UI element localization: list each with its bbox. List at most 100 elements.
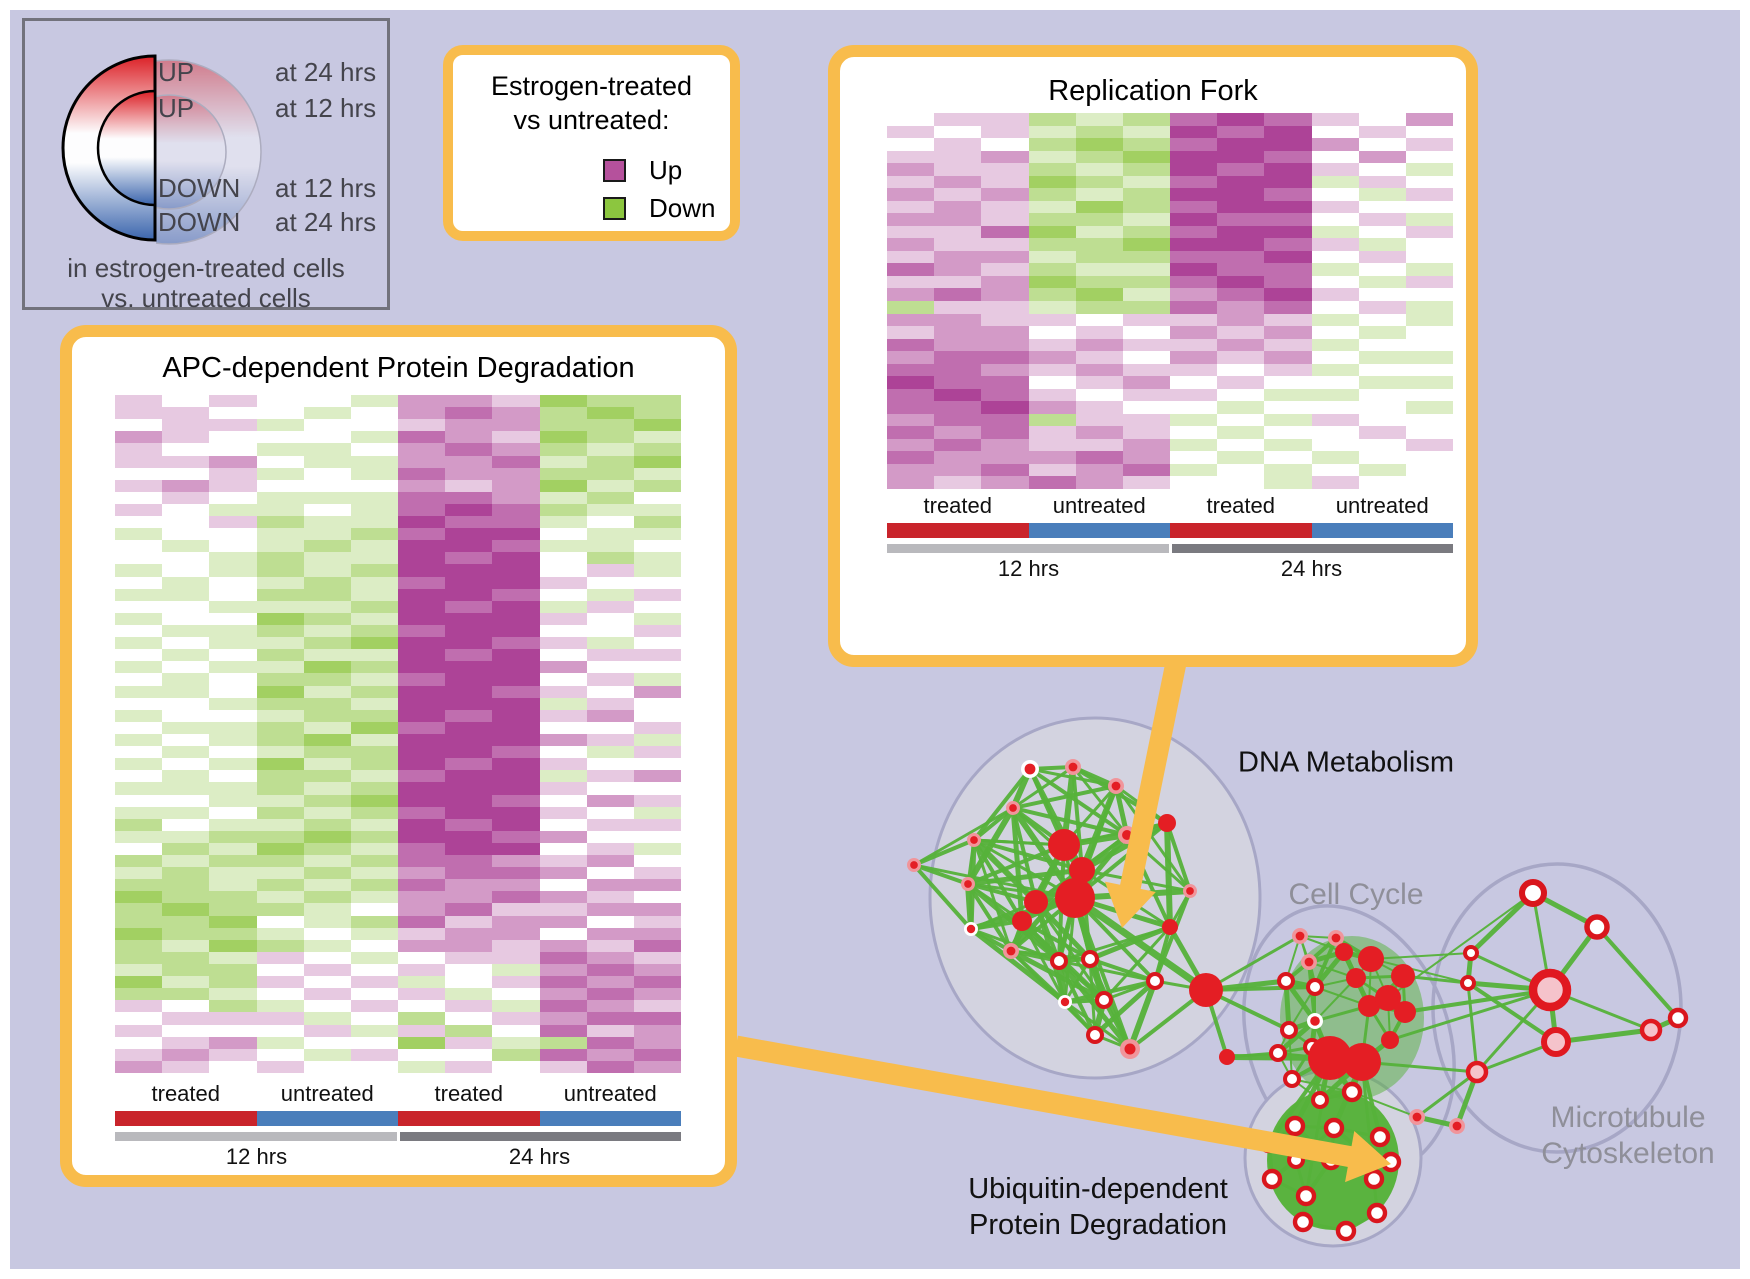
network-node [1465, 1060, 1489, 1084]
heatmap-cell [1217, 263, 1265, 276]
heatmap-cell [350, 419, 398, 432]
heatmap-cell [398, 673, 446, 686]
heatmap-cell [887, 438, 935, 452]
heatmap-cell [256, 1036, 304, 1049]
heatmap-cell [209, 1036, 257, 1049]
heatmap-cell [492, 1012, 540, 1025]
heatmap-cell [1264, 438, 1312, 452]
heatmap-cell [303, 1048, 351, 1061]
heatmap-cell [887, 338, 935, 352]
heatmap-cell [539, 685, 587, 698]
heatmap-cell [633, 419, 681, 432]
heatmap-cell [303, 830, 351, 843]
heatmap-cell [445, 782, 493, 795]
heatmap-cell [115, 927, 163, 940]
heatmap-cell [303, 855, 351, 868]
heatmap-cell [115, 661, 163, 674]
heatmap-cell [1122, 138, 1170, 151]
heatmap-cell [934, 138, 982, 151]
heatmap-cell [934, 213, 982, 226]
heatmap-cell [209, 395, 257, 408]
heatmap-cell [1311, 401, 1359, 414]
heatmap-cell [445, 770, 493, 783]
heatmap-cell [1358, 426, 1406, 439]
heatmap-cell [1028, 326, 1076, 339]
heatmap-cell [539, 1000, 587, 1013]
heatmap-cell [1170, 275, 1218, 289]
heatmap-cell [445, 673, 493, 686]
heatmap-cell [1217, 213, 1265, 226]
heatmap-cell [209, 419, 257, 432]
heatmap-cell [1170, 263, 1218, 276]
heatmap-cell [981, 438, 1029, 452]
heatmap-cell [445, 891, 493, 904]
heatmap-cell [398, 1024, 446, 1037]
group-label: treated [434, 1081, 504, 1106]
heatmap-cell [981, 301, 1029, 314]
heatmap-cell [445, 939, 493, 952]
heatmap-cell [256, 733, 304, 747]
heatmap-cell [303, 479, 351, 492]
network-node [1261, 1168, 1283, 1190]
heatmap-cell [445, 721, 493, 734]
heatmap-cell [1358, 238, 1406, 251]
heatmap-cell [1311, 351, 1359, 364]
heatmap-cell [256, 443, 304, 456]
heatmap-cell [256, 988, 304, 1001]
heatmap-cell [209, 915, 257, 928]
heatmap-cell [492, 564, 540, 577]
heatmap-cell [115, 491, 163, 504]
heatmap-cell [350, 1036, 398, 1049]
heatmap-cell [1170, 426, 1218, 439]
heatmap-cell [1405, 263, 1453, 276]
heatmap-cell [1311, 413, 1359, 427]
network-edge [1595, 925, 1680, 1020]
heatmap-cell [586, 721, 634, 734]
heatmap-cell [633, 600, 681, 613]
heatmap-cell [586, 951, 634, 965]
heatmap-cell [162, 1036, 210, 1049]
heatmap-cell [539, 964, 587, 977]
heatmap-cell [256, 1048, 304, 1061]
heatmap-cell [539, 818, 587, 831]
heatmap-cell [981, 376, 1029, 389]
heatmap-cell [162, 467, 210, 480]
heatmap-cell [633, 782, 681, 795]
heatmap-cell [887, 175, 935, 189]
heatmap-cell [162, 649, 210, 662]
heatmap-cell [981, 351, 1029, 364]
heatmap-cell [398, 467, 446, 480]
heatmap-cell [1217, 413, 1265, 427]
heatmap-cell [586, 1024, 634, 1037]
heatmap-cell [1217, 463, 1265, 477]
heatmap-cell [887, 313, 935, 327]
heatmap-cell [303, 455, 351, 468]
heatmap-cell [1075, 351, 1123, 364]
heatmap-cell [539, 709, 587, 722]
heatmap-cell [115, 939, 163, 952]
heatmap-cell [398, 503, 446, 517]
heatmap-cell [1405, 288, 1453, 301]
heatmap-cell [256, 491, 304, 504]
heatmap-cell [209, 443, 257, 456]
heatmap-cell [162, 891, 210, 904]
heatmap-cell [115, 1024, 163, 1037]
network-edge [1360, 1060, 1479, 1074]
heatmap-cell [162, 443, 210, 456]
heatmap-cell [492, 637, 540, 650]
heatmap-cell [492, 733, 540, 747]
heatmap-cell [981, 476, 1029, 489]
network-node [1346, 968, 1366, 988]
heatmap-cell [1028, 163, 1076, 176]
heatmap-cell [539, 540, 587, 553]
heatmap-cell [1075, 188, 1123, 201]
heatmap-cell [303, 552, 351, 565]
heatmap-cell [492, 1060, 540, 1073]
heatmap-cell [1075, 200, 1123, 214]
heatmap-cell [256, 867, 304, 880]
heatmap-cell [303, 661, 351, 674]
heatmap-cell [492, 576, 540, 589]
heatmap-cell [1170, 288, 1218, 301]
heatmap-cell [934, 188, 982, 201]
